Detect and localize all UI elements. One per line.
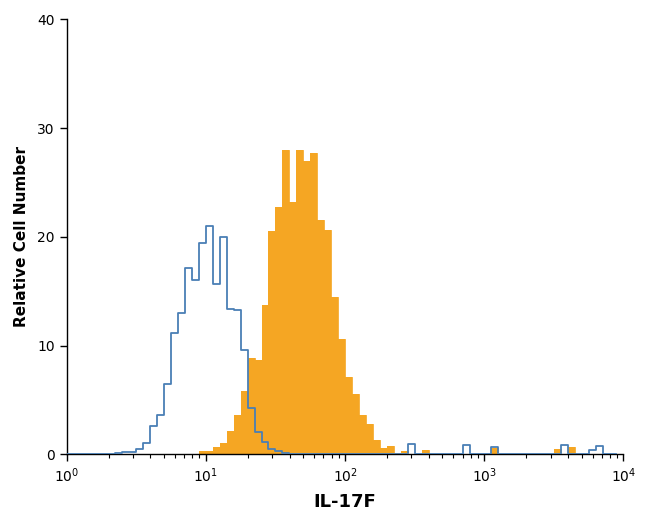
X-axis label: IL-17F: IL-17F: [314, 493, 376, 511]
Y-axis label: Relative Cell Number: Relative Cell Number: [14, 146, 29, 328]
